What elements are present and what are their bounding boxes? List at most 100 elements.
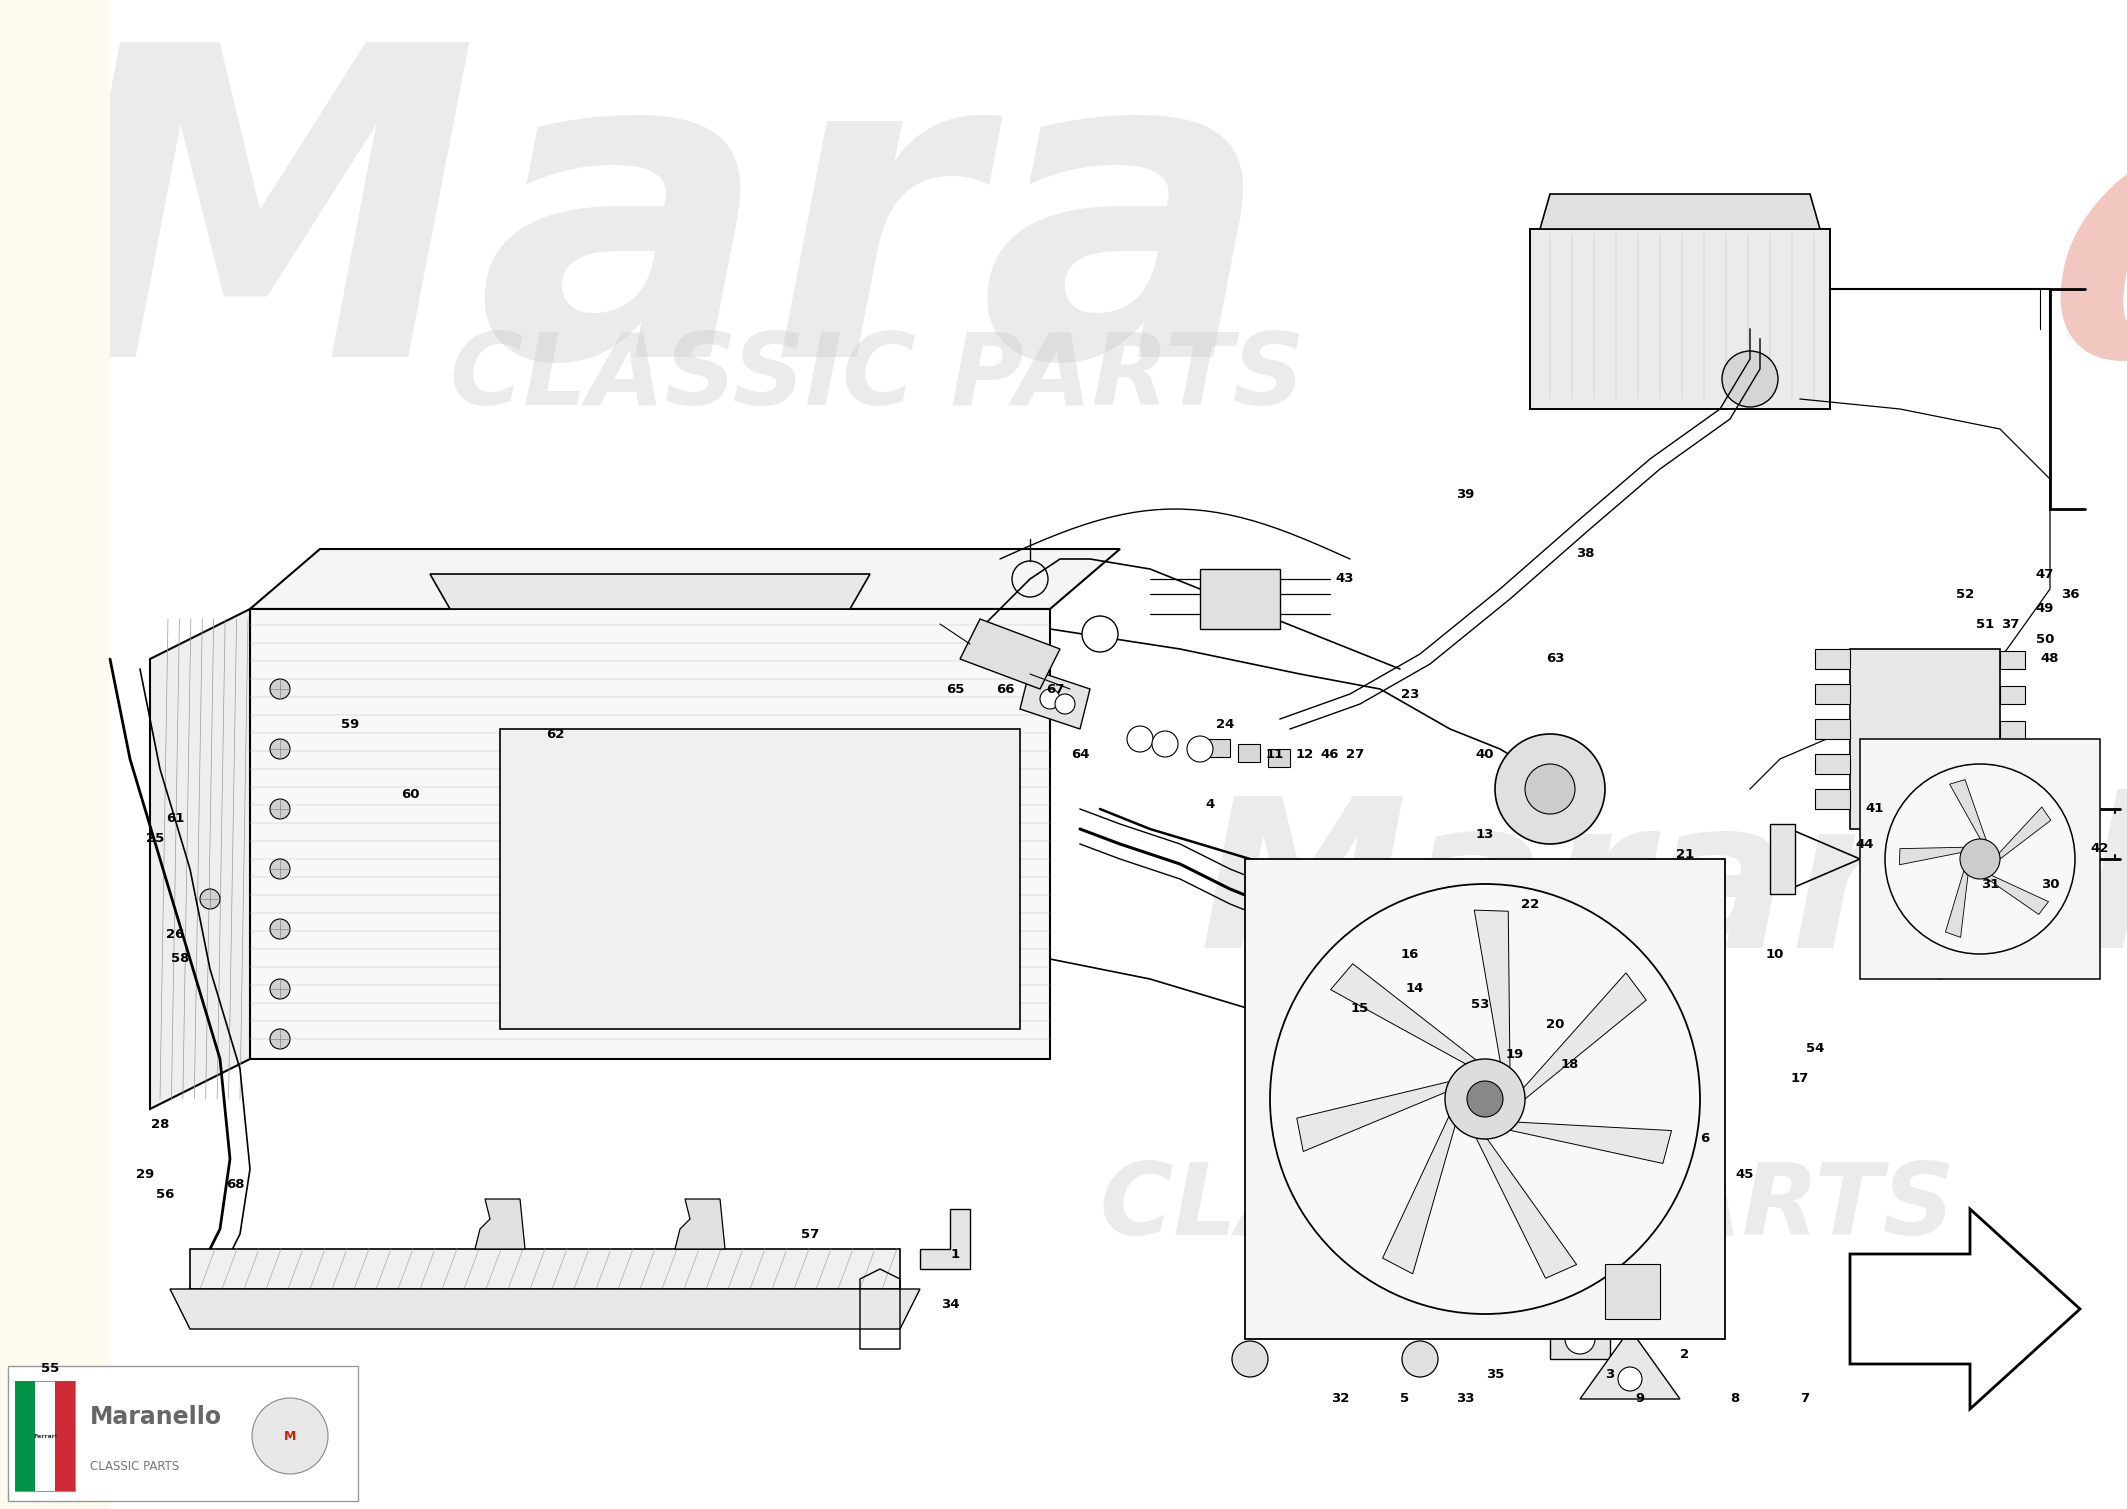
Text: 40: 40	[1476, 747, 1495, 761]
Text: 55: 55	[40, 1363, 60, 1376]
Text: 17: 17	[1791, 1073, 1810, 1085]
Text: 47: 47	[2036, 567, 2055, 581]
Polygon shape	[1580, 1329, 1680, 1399]
Bar	[1999, 756, 2025, 774]
Text: CLASSIC PARTS: CLASSIC PARTS	[451, 329, 1304, 426]
Bar	[1859, 739, 2099, 979]
Text: 36: 36	[2061, 587, 2080, 601]
Circle shape	[1495, 733, 1606, 844]
Bar	[1606, 1265, 1659, 1319]
Circle shape	[1187, 736, 1212, 762]
Text: M: M	[283, 1429, 296, 1443]
Circle shape	[200, 889, 219, 908]
Circle shape	[1270, 884, 1699, 1314]
Bar	[1551, 1269, 1610, 1360]
Polygon shape	[1946, 871, 1967, 937]
Circle shape	[270, 798, 289, 819]
Bar	[55, 1381, 74, 1491]
Polygon shape	[1383, 1117, 1455, 1274]
Text: a: a	[2050, 59, 2127, 436]
Circle shape	[1127, 726, 1153, 751]
Text: 9: 9	[1636, 1393, 1644, 1405]
Text: 2: 2	[1680, 1348, 1689, 1361]
Polygon shape	[189, 1249, 900, 1289]
Text: 23: 23	[1402, 688, 1419, 700]
Text: 4: 4	[1206, 797, 1215, 810]
Text: 41: 41	[1865, 803, 1885, 815]
Text: 10: 10	[1765, 948, 1785, 961]
Text: 28: 28	[151, 1118, 170, 1130]
Text: 57: 57	[802, 1227, 819, 1240]
Polygon shape	[1474, 910, 1510, 1068]
Text: 29: 29	[136, 1168, 153, 1180]
Text: Ferrari: Ferrari	[34, 1434, 57, 1438]
Text: 21: 21	[1676, 848, 1693, 860]
Circle shape	[1621, 1050, 1640, 1068]
Text: Maranello: Maranello	[1200, 789, 2127, 991]
Polygon shape	[1987, 875, 2048, 914]
Circle shape	[1723, 352, 1778, 407]
Text: 44: 44	[1855, 837, 1874, 851]
Bar	[1999, 791, 2025, 809]
Bar	[1770, 824, 1795, 893]
Polygon shape	[1529, 229, 1829, 409]
Circle shape	[1565, 1323, 1595, 1354]
Text: 43: 43	[1336, 572, 1355, 585]
Bar	[34, 1381, 55, 1491]
Bar	[15, 1381, 74, 1491]
Text: CLASSIC PARTS: CLASSIC PARTS	[89, 1461, 179, 1473]
Text: 63: 63	[1546, 652, 1563, 665]
Polygon shape	[1925, 930, 2021, 979]
Text: 7: 7	[1799, 1393, 1810, 1405]
Text: 6: 6	[1699, 1132, 1710, 1145]
Bar	[1268, 748, 1289, 767]
Polygon shape	[921, 1209, 970, 1269]
Polygon shape	[1297, 1082, 1448, 1151]
Text: 48: 48	[2040, 652, 2059, 665]
Circle shape	[1642, 1085, 1659, 1103]
Text: 59: 59	[340, 717, 359, 730]
Circle shape	[1153, 730, 1178, 758]
Bar	[500, 729, 1021, 1029]
Polygon shape	[251, 610, 1051, 1059]
Circle shape	[270, 919, 289, 939]
Circle shape	[1232, 1342, 1268, 1378]
Circle shape	[1055, 694, 1074, 714]
Text: 16: 16	[1402, 948, 1419, 961]
Text: 67: 67	[1046, 682, 1064, 696]
Circle shape	[1631, 1176, 1648, 1194]
Polygon shape	[251, 549, 1121, 610]
Bar	[1814, 754, 1850, 774]
Text: 15: 15	[1351, 1002, 1370, 1016]
Polygon shape	[1476, 1138, 1576, 1278]
Bar	[1814, 789, 1850, 809]
Text: Maranello: Maranello	[89, 1405, 221, 1429]
Text: CLASSIC PARTS: CLASSIC PARTS	[1100, 1159, 1955, 1255]
Text: 24: 24	[1217, 717, 1234, 730]
Text: 51: 51	[1976, 617, 1995, 631]
Text: 64: 64	[1070, 747, 1089, 761]
Text: 8: 8	[1731, 1393, 1740, 1405]
Bar	[1238, 744, 1259, 762]
Polygon shape	[1523, 973, 1646, 1099]
Text: 35: 35	[1487, 1367, 1504, 1381]
Circle shape	[1525, 764, 1574, 813]
Polygon shape	[430, 573, 870, 610]
Text: 42: 42	[2091, 842, 2110, 856]
Text: 18: 18	[1561, 1058, 1578, 1070]
Polygon shape	[674, 1200, 725, 1249]
Text: 65: 65	[947, 682, 964, 696]
Bar	[1814, 718, 1850, 739]
Text: 61: 61	[166, 812, 185, 825]
Text: 54: 54	[1806, 1043, 1825, 1055]
Bar	[1208, 739, 1229, 758]
Text: 5: 5	[1400, 1393, 1410, 1405]
Polygon shape	[959, 619, 1059, 690]
Text: 52: 52	[1957, 587, 1974, 601]
Polygon shape	[1850, 1209, 2080, 1409]
Text: 38: 38	[1576, 548, 1595, 560]
Circle shape	[251, 1397, 328, 1474]
Polygon shape	[1332, 964, 1476, 1064]
Circle shape	[270, 739, 289, 759]
Text: 22: 22	[1521, 898, 1540, 910]
